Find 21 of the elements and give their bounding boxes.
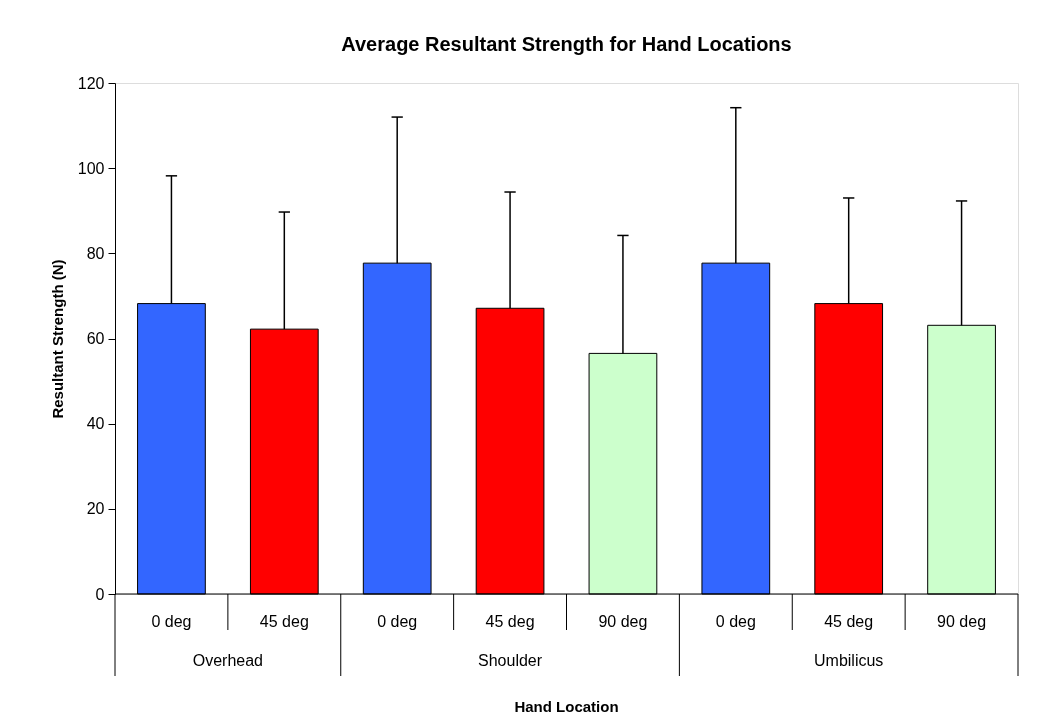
x-tick-label: 90 deg (937, 613, 987, 630)
text: Shoulder (478, 652, 543, 669)
text: Overhead (192, 652, 264, 669)
y-tick-label: 100 (77, 159, 105, 177)
x-tick-label: 0 deg (151, 613, 192, 630)
text: Umbilicus (814, 652, 884, 669)
x-tick-label: 90 deg (598, 613, 648, 630)
x-tick-label: 45 deg (824, 613, 874, 630)
chart-title: Average Resultant Strength for Hand Locations (341, 33, 792, 55)
x-tick-label: 0 deg (715, 613, 756, 630)
x-axis-title: Hand Location (514, 698, 619, 715)
y-tick-label: 60 (86, 330, 105, 347)
y-axis-title: Resultant Strength (N) (48, 259, 66, 419)
y-tick-label: 80 (86, 244, 105, 262)
x-tick-label: 0 deg (377, 613, 418, 630)
x-tick-label: 45 deg (259, 613, 309, 630)
y-tick-label: 0 (95, 585, 105, 603)
y-tick-label: 40 (86, 415, 105, 433)
y-tick-label: 20 (86, 500, 105, 518)
x-tick-label: 45 deg (485, 613, 535, 630)
y-tick-label: 120 (77, 74, 105, 92)
